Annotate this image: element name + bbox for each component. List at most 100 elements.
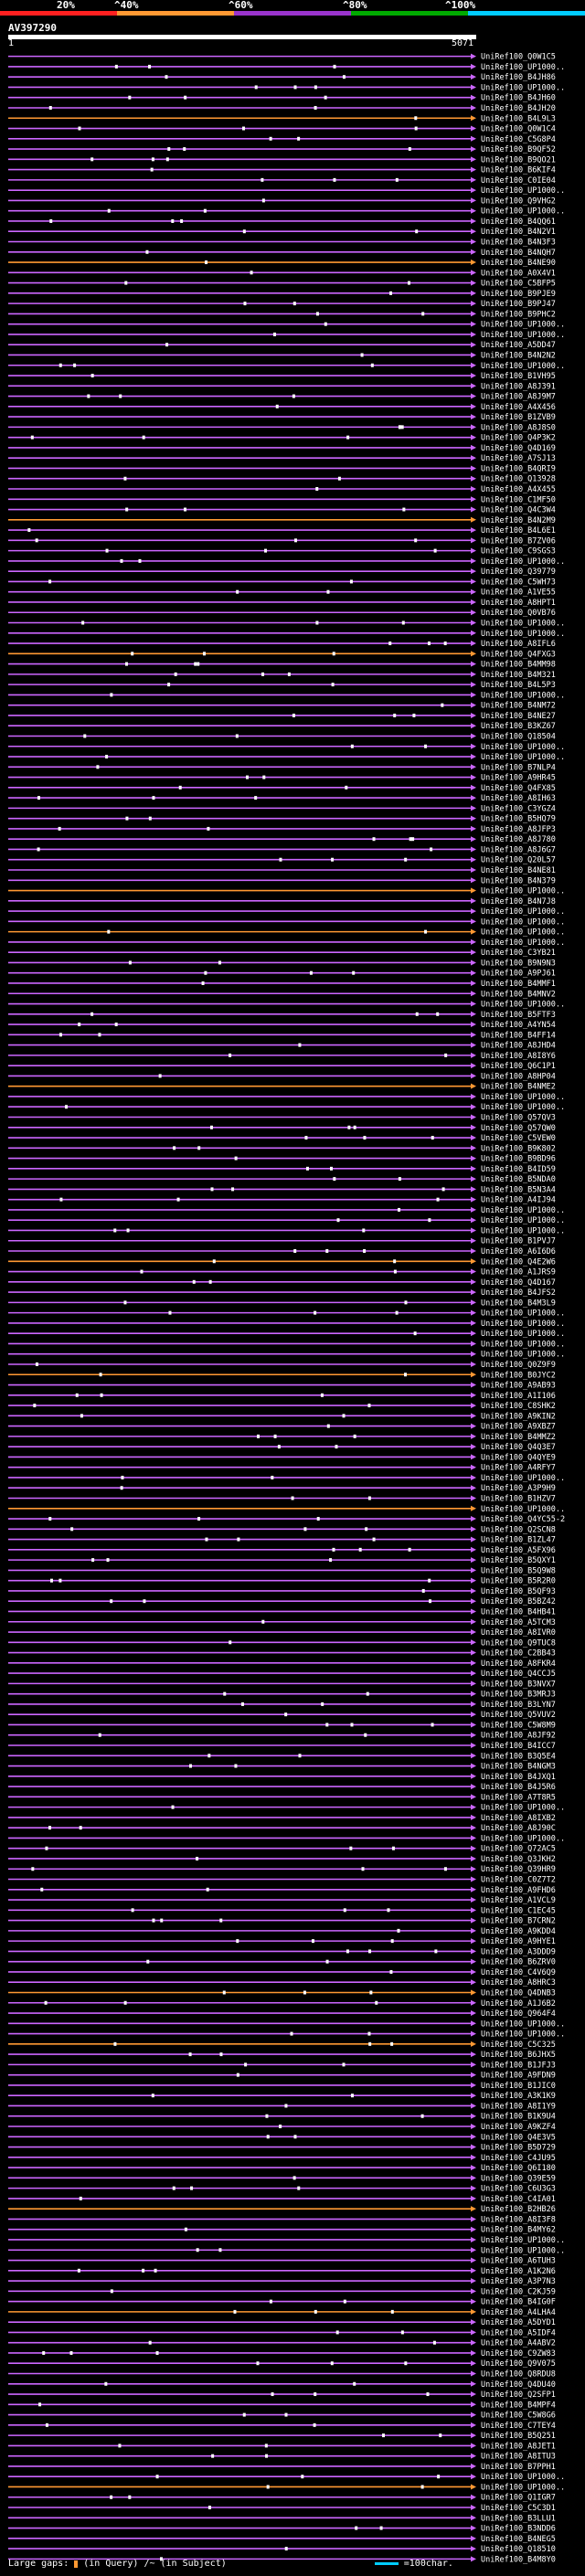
hit-row[interactable]: UniRef100_A8JFP3 [8,825,556,834]
hit-row[interactable]: UniRef100_B4HB41 [8,1607,556,1617]
hit-row[interactable]: UniRef100_B6JHX5 [8,2051,556,2060]
hit-row[interactable]: UniRef100_A8IVR0 [8,1628,556,1638]
hit-row[interactable]: UniRef100_B9BD96 [8,1155,556,1164]
hit-row[interactable]: UniRef100_B5N3A4 [8,1185,556,1194]
hit-row[interactable]: UniRef100_Q4DNB3 [8,1988,556,1998]
hit-row[interactable]: UniRef100_B1K9U4 [8,2113,556,2122]
hit-row[interactable]: UniRef100_UP1000.. [8,321,565,330]
hit-row[interactable]: UniRef100_Q2SFP1 [8,2390,556,2400]
hit-row[interactable]: UniRef100_B3MRJ3 [8,1691,556,1700]
hit-row[interactable]: UniRef100_C3YGZ4 [8,804,556,813]
hit-row[interactable]: UniRef100_UP1000.. [8,1804,565,1813]
hit-row[interactable]: UniRef100_A3P7N3 [8,2277,556,2286]
hit-row[interactable]: UniRef100_UP1000.. [8,1834,565,1843]
hit-row[interactable]: UniRef100_Q4QYE9 [8,1453,556,1462]
hit-row[interactable]: UniRef100_B4NQH7 [8,249,556,258]
hit-row[interactable]: UniRef100_B1HZV7 [8,1495,556,1504]
hit-row[interactable]: UniRef100_A9KIN2 [8,1412,556,1421]
hit-row[interactable]: UniRef100_A8HRC3 [8,1978,556,1988]
hit-row[interactable]: UniRef100_Q4P3K2 [8,434,556,443]
hit-row[interactable]: UniRef100_A9HYE1 [8,1937,556,1946]
hit-row[interactable]: UniRef100_Q20L57 [8,856,556,865]
hit-row[interactable]: UniRef100_UP1000.. [8,938,565,948]
hit-row[interactable]: UniRef100_A8J391 [8,382,556,391]
hit-row[interactable]: UniRef100_B4ID59 [8,1165,556,1174]
hit-row[interactable]: UniRef100_Q4FXG3 [8,650,556,659]
hit-row[interactable]: UniRef100_Q4C3W4 [8,506,556,515]
hit-row[interactable]: UniRef100_B4L6E1 [8,526,556,535]
hit-row[interactable]: UniRef100_Q4E2W6 [8,1257,556,1267]
hit-row[interactable]: UniRef100_B5D729 [8,2144,556,2153]
hit-row[interactable]: UniRef100_B3LLU1 [8,2514,556,2523]
hit-row[interactable]: UniRef100_A8I1Y9 [8,2102,556,2111]
hit-row[interactable]: UniRef100_Q964F4 [8,2009,556,2019]
hit-row[interactable]: UniRef100_A1VCL9 [8,1896,556,1905]
hit-row[interactable]: UniRef100_UP1000.. [8,2236,565,2245]
hit-row[interactable]: UniRef100_UP1000.. [8,2019,565,2029]
hit-row[interactable]: UniRef100_B4MY62 [8,2226,556,2235]
hit-row[interactable]: UniRef100_B4JH20 [8,104,556,113]
hit-row[interactable]: UniRef100_A8JET1 [8,2442,556,2451]
hit-row[interactable]: UniRef100_B4FF14 [8,1031,556,1040]
hit-row[interactable]: UniRef100_A8I8Y6 [8,1052,556,1061]
hit-row[interactable]: UniRef100_Q4FX85 [8,784,556,793]
hit-row[interactable]: UniRef100_C5BFP5 [8,280,556,289]
hit-row[interactable]: UniRef100_A9KDD4 [8,1927,556,1936]
hit-row[interactable]: UniRef100_Q18504 [8,732,556,741]
hit-row[interactable]: UniRef100_B9QO21 [8,155,556,164]
hit-row[interactable]: UniRef100_B4NEG5 [8,2535,556,2544]
hit-row[interactable]: UniRef100_B5BZ42 [8,1597,556,1606]
hit-row[interactable]: UniRef100_A9XBZ7 [8,1423,556,1432]
hit-row[interactable]: UniRef100_UP1000.. [8,743,565,752]
hit-row[interactable]: UniRef100_A8JHD4 [8,1042,556,1051]
hit-row[interactable]: UniRef100_C5W8M9 [8,1721,556,1730]
hit-row[interactable]: UniRef100_A8JF92 [8,1732,556,1741]
hit-row[interactable]: UniRef100_Q9TUC8 [8,1638,556,1648]
hit-row[interactable]: UniRef100_C5C3D1 [8,2504,556,2513]
hit-row[interactable]: UniRef100_A4RFY7 [8,1464,556,1473]
hit-row[interactable]: UniRef100_UP1000.. [8,1505,565,1514]
hit-row[interactable]: UniRef100_Q4D169 [8,444,556,453]
hit-row[interactable]: UniRef100_UP1000.. [8,917,565,927]
hit-row[interactable]: UniRef100_B7NLP4 [8,763,556,772]
hit-row[interactable]: UniRef100_A8FKR4 [8,1659,556,1669]
hit-row[interactable]: UniRef100_Q57QV3 [8,1113,556,1122]
hit-row[interactable]: UniRef100_B3Q5E4 [8,1752,556,1761]
hit-row[interactable]: UniRef100_B4L5P3 [8,681,556,690]
hit-row[interactable]: UniRef100_B1PVJ7 [8,1237,556,1246]
hit-row[interactable]: UniRef100_Q4CCJ5 [8,1670,556,1679]
hit-row[interactable]: UniRef100_B9QF52 [8,145,556,154]
hit-row[interactable]: UniRef100_C6U3G3 [8,2185,556,2194]
hit-row[interactable]: UniRef100_Q39E59 [8,2174,556,2183]
hit-row[interactable]: UniRef100_B4N379 [8,876,556,885]
hit-row[interactable]: UniRef100_B4MMZ2 [8,1433,556,1442]
hit-row[interactable]: UniRef100_UP1000.. [8,362,565,371]
hit-row[interactable]: UniRef100_B4N2V1 [8,228,556,237]
hit-row[interactable]: UniRef100_B4MMF1 [8,980,556,989]
hit-row[interactable]: UniRef100_B4MM98 [8,661,556,670]
hit-row[interactable]: UniRef100_C5WH73 [8,578,556,587]
hit-row[interactable]: UniRef100_B5QXY1 [8,1556,556,1565]
hit-row[interactable]: UniRef100_Q6C1P1 [8,1062,556,1071]
hit-row[interactable]: UniRef100_B2HB26 [8,2205,556,2214]
hit-row[interactable]: UniRef100_UP1000.. [8,2473,565,2482]
hit-row[interactable]: UniRef100_B4NGM3 [8,1763,556,1772]
hit-row[interactable]: UniRef100_B9N9N3 [8,959,556,968]
hit-row[interactable]: UniRef100_UP1000.. [8,2483,565,2492]
hit-row[interactable]: UniRef100_C8SHK2 [8,1402,556,1411]
hit-row[interactable]: UniRef100_B4M3L9 [8,1299,556,1308]
hit-row[interactable]: UniRef100_C2BB43 [8,1649,556,1659]
hit-row[interactable]: UniRef100_A8J90C [8,1824,556,1833]
hit-row[interactable]: UniRef100_Q3JKH2 [8,1855,556,1864]
hit-row[interactable]: UniRef100_A8ITU3 [8,2453,556,2462]
hit-row[interactable]: UniRef100_B6ZRV0 [8,1958,556,1967]
hit-row[interactable]: UniRef100_B1VH95 [8,372,556,381]
hit-row[interactable]: UniRef100_B9PHC2 [8,310,556,319]
hit-row[interactable]: UniRef100_B4N3F3 [8,239,556,248]
hit-row[interactable]: UniRef100_A8J8S0 [8,423,556,432]
hit-row[interactable]: UniRef100_UP1000.. [8,1103,565,1112]
hit-row[interactable]: UniRef100_B5QF93 [8,1587,556,1596]
hit-row[interactable]: UniRef100_B1JIC0 [8,2082,556,2091]
hit-row[interactable]: UniRef100_UP1000.. [8,1309,565,1319]
hit-row[interactable]: UniRef100_UP1000.. [8,887,565,896]
